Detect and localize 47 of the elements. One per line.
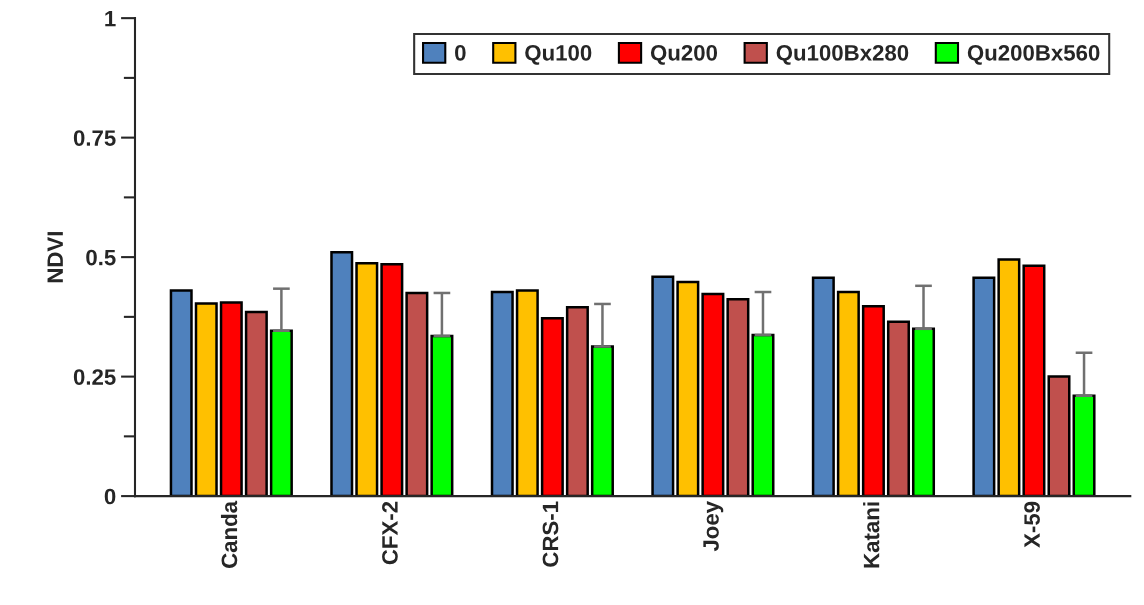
bar: [194, 302, 218, 497]
legend-label: Qu200Bx560: [967, 44, 1100, 65]
bar: [355, 262, 379, 497]
bar: [330, 251, 354, 497]
bar: [676, 280, 700, 497]
bar: [269, 329, 293, 497]
y-tick-label: 1: [105, 10, 116, 27]
legend-label: Qu100: [525, 44, 592, 65]
x-tick-label: Katani: [863, 502, 880, 568]
bar: [651, 275, 675, 497]
bar: [886, 320, 910, 497]
bar: [726, 297, 750, 497]
bar: [1072, 394, 1096, 497]
bar: [811, 276, 835, 497]
bar: [590, 345, 614, 497]
bar: [972, 276, 996, 497]
x-tick-label: CRS-1: [542, 501, 559, 567]
bar: [430, 334, 454, 497]
bar: [515, 289, 539, 497]
y-tick-label: 0: [104, 488, 116, 505]
y-tick-label: 0.25: [73, 369, 116, 385]
bar: [701, 292, 725, 497]
bar: [169, 289, 193, 497]
bar: [565, 306, 589, 497]
bar: [219, 301, 243, 497]
bar: [911, 327, 936, 497]
legend-label: Qu200: [650, 44, 718, 65]
x-tick-label: CFX-2: [382, 501, 398, 565]
bar: [380, 263, 404, 497]
bar: [244, 310, 268, 497]
y-axis-title: NDVI: [47, 232, 63, 283]
x-tick-label: Canda: [220, 500, 238, 568]
legend-label: Qu100Bx280: [776, 44, 909, 65]
x-tick-label: X-59: [1024, 501, 1040, 548]
bar: [540, 317, 564, 497]
bar: [751, 333, 775, 497]
bar: [997, 258, 1021, 497]
bar: [490, 290, 514, 497]
bar: [1022, 264, 1046, 497]
bar: [861, 305, 885, 497]
y-tick-label: 0.5: [86, 249, 116, 266]
bar: [836, 290, 860, 497]
bar: [405, 291, 429, 497]
legend-label: 0: [455, 44, 466, 61]
bar: [1047, 375, 1071, 497]
y-tick-label: 0.75: [73, 130, 116, 146]
x-tick-label: Joey: [703, 501, 724, 552]
